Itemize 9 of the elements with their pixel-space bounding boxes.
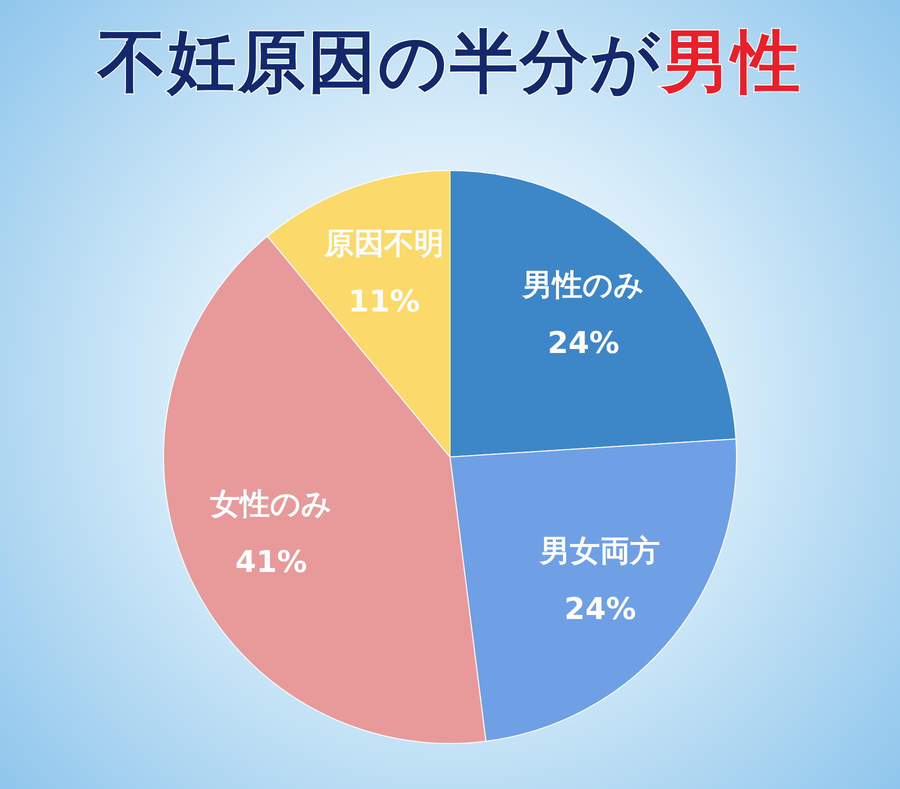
slice-label: 男性のみ [521, 268, 644, 303]
chart-title: 不妊原因の半分が男性 [98, 23, 802, 102]
data-label: 41% [235, 545, 308, 580]
slice-label: 原因不明 [323, 226, 444, 262]
slice-label: 女性のみ [209, 487, 332, 522]
slice-label: 男女両方 [539, 534, 660, 569]
data-label: 11% [348, 284, 420, 320]
data-label: 24% [547, 326, 620, 361]
data-label: 24% [564, 592, 636, 627]
